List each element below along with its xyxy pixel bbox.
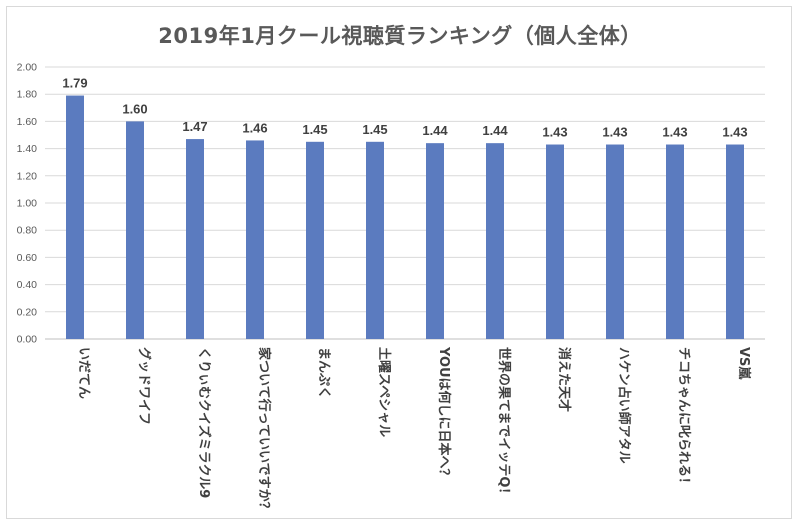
data-label: 1.44 [422, 123, 448, 138]
y-tick-label: 0.00 [17, 334, 38, 346]
data-label: 1.60 [122, 101, 147, 116]
bar [726, 144, 744, 339]
data-label: 1.79 [62, 76, 87, 91]
y-tick-label: 1.20 [17, 170, 38, 182]
category-label: 消えた天才 [556, 347, 572, 412]
category-label: いだてん [76, 347, 91, 399]
bar [186, 139, 204, 339]
y-tick-label: 0.20 [17, 306, 38, 318]
y-tick-label: 1.60 [17, 116, 38, 128]
bars [66, 95, 744, 340]
bar [606, 144, 624, 339]
data-label: 1.45 [362, 122, 387, 137]
data-label: 1.46 [242, 120, 267, 135]
bar [126, 121, 144, 340]
category-label: チコちゃんに叱られる！ [676, 347, 692, 490]
bar [426, 143, 444, 339]
category-label: グッドワイフ [136, 347, 152, 425]
y-tick-label: 1.00 [17, 198, 38, 210]
category-label: 土曜スペシャル [376, 347, 392, 437]
data-label: 1.43 [662, 125, 687, 140]
bar [666, 144, 684, 339]
category-label: YOUは何しに日本へ？ [436, 346, 452, 482]
y-tick-label: 0.80 [17, 225, 38, 237]
data-label: 1.47 [182, 119, 207, 134]
data-labels: 1.79 1.60 1.47 1.46 1.45 1.45 1.44 1.44 1.43 1.43… [62, 76, 747, 140]
bar [486, 143, 504, 339]
chart-title: 2019年1月クール視聴質ランキング（個人全体） [158, 24, 642, 48]
data-label: 1.43 [542, 125, 567, 140]
y-tick-label: 1.80 [17, 89, 38, 101]
y-axis-ticks: 0.00 0.20 0.40 0.60 0.80 1.00 1.20 1.40 1.60 1.80… [17, 62, 38, 346]
category-labels: いだてん グッドワイフ くりぃむクイズミラクル9 家ついて行っていいですか？ まんぷく 土… [76, 346, 752, 515]
data-label: 1.43 [722, 125, 747, 140]
category-label: ハケン占い師アタル [616, 347, 632, 464]
data-label: 1.44 [482, 123, 508, 138]
bar [66, 95, 84, 339]
category-label: 世界の果てまでイッテQ！ [496, 347, 512, 500]
data-label: 1.45 [302, 122, 327, 137]
y-tick-label: 0.60 [17, 252, 38, 264]
category-label: VS嵐 [736, 347, 752, 380]
y-tick-label: 0.40 [17, 279, 38, 291]
bar [546, 144, 564, 339]
category-label: 家ついて行っていいですか？ [256, 347, 272, 515]
bar [306, 141, 324, 339]
category-label: まんぷく [316, 347, 331, 399]
y-tick-label: 1.40 [17, 143, 38, 155]
y-tick-label: 2.00 [17, 62, 38, 74]
data-label: 1.43 [602, 125, 627, 140]
gridlines [45, 66, 765, 340]
bar [246, 140, 264, 339]
category-label: くりぃむクイズミラクル9 [196, 347, 212, 498]
bar [366, 141, 384, 339]
